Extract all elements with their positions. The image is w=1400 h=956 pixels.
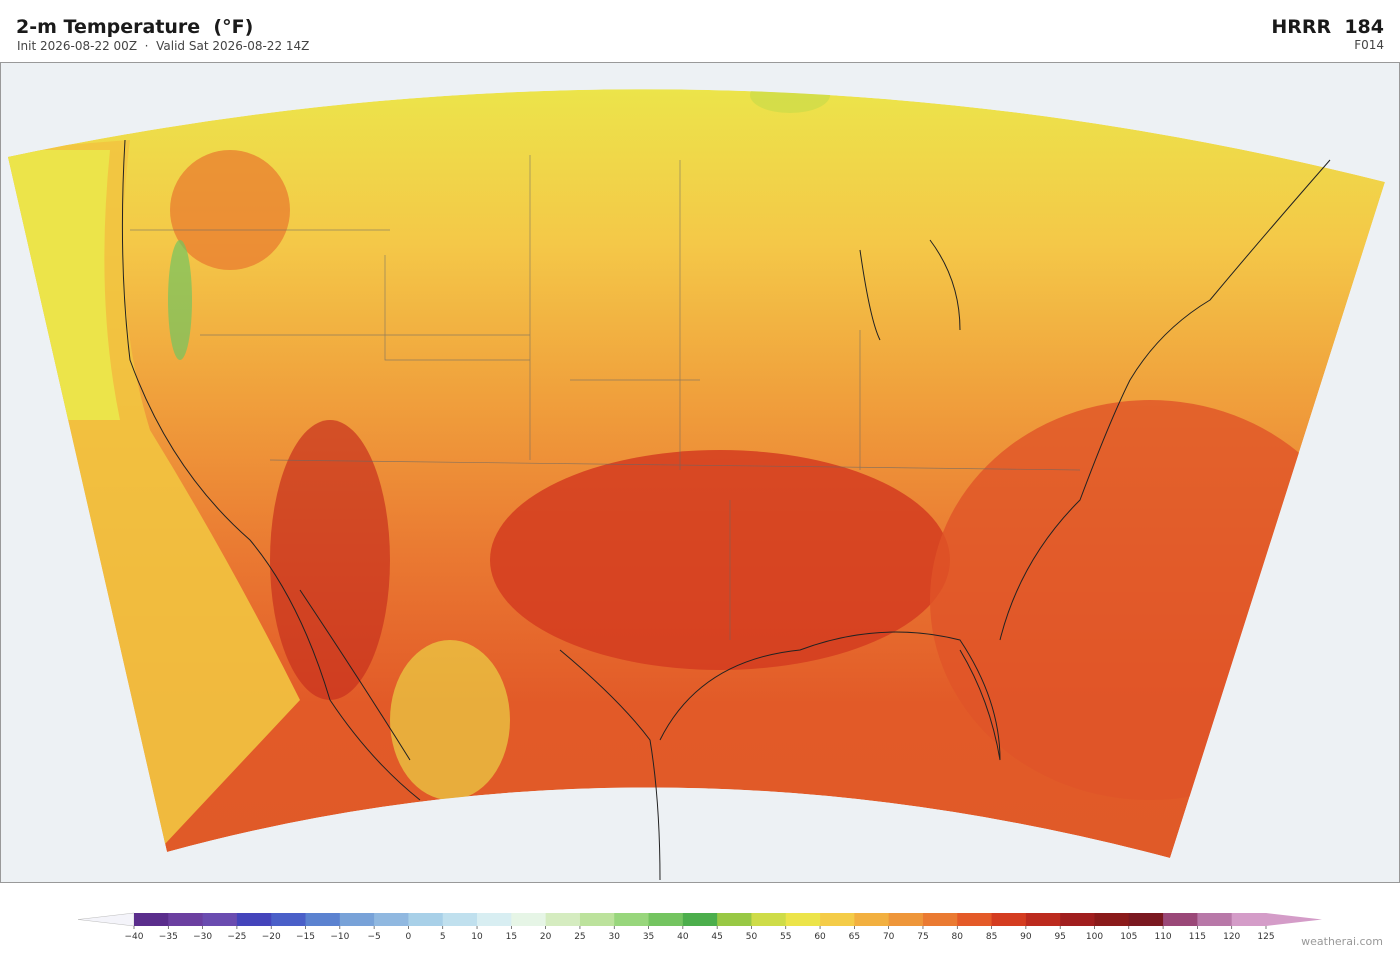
colorbar-segment [1060, 913, 1095, 926]
colorbar-segment [305, 913, 341, 926]
colorbar-over [1266, 913, 1322, 926]
colorbar-segment [1128, 913, 1164, 926]
colorbar-tick-label: 50 [746, 932, 758, 942]
forecast-hour: F014 [1354, 38, 1384, 52]
colorbar-tick-label: 35 [643, 932, 654, 942]
colorbar-tick-label: −35 [159, 932, 178, 942]
colorbar-tick-label: 5 [440, 932, 446, 942]
colorbar-tick-label: 90 [1020, 932, 1032, 942]
colorbar-segment [991, 913, 1027, 926]
colorbar-segment [682, 913, 718, 926]
colorbar-segment [1025, 913, 1061, 926]
colorbar-tick-label: 85 [986, 932, 997, 942]
colorbar-tick-label: 20 [540, 932, 552, 942]
colorbar-tick-label: −10 [330, 932, 349, 942]
colorbar-segment [854, 913, 890, 926]
colorbar-tick-label: 0 [406, 932, 412, 942]
colorbar-tick-label: 80 [952, 932, 964, 942]
colorbar-segment [168, 913, 204, 926]
colorbar-segment [408, 913, 444, 926]
state-borders [130, 155, 1081, 640]
colorbar-tick-label: 110 [1154, 932, 1171, 942]
colorbar-tick-label: 40 [677, 932, 689, 942]
colorbar-tick-label: 105 [1120, 932, 1137, 942]
colorbar-segment [134, 913, 169, 926]
colorbar-tick-label: −25 [227, 932, 246, 942]
colorbar-segment [717, 913, 752, 926]
colorbar-segment [579, 913, 615, 926]
colorbar-segment [442, 913, 478, 926]
colorbar-segment [202, 913, 238, 926]
colorbar-segment [545, 913, 581, 926]
colorbar-tick-label: 120 [1223, 932, 1240, 942]
colorbar-segment [1231, 913, 1267, 926]
colorbar-tick-label: −5 [367, 932, 380, 942]
colorbar-tick-label: 55 [780, 932, 791, 942]
colorbar-segment [751, 913, 787, 926]
model: HRRR 184 [1271, 16, 1384, 38]
colorbar-segment [957, 913, 993, 926]
colorbar-segment [374, 913, 409, 926]
colorbar-segment [1197, 913, 1233, 926]
colorbar-segment [922, 913, 958, 926]
colorbar-tick-label: 15 [506, 932, 517, 942]
colorbar-tick-label: 65 [849, 932, 860, 942]
colorbar-segment [785, 913, 821, 926]
colorbar-segment [1163, 913, 1198, 926]
colorbar-tick-label: 75 [917, 932, 928, 942]
colorbar-segment [888, 913, 924, 926]
colorbar-segment [614, 913, 650, 926]
colorbar-tick-label: −20 [262, 932, 281, 942]
colorbar-segment [339, 913, 375, 926]
colorbar-segment [820, 913, 855, 926]
colorbar-tick-label: −30 [193, 932, 212, 942]
subtitle: Init 2026-08-22 00Z · Valid Sat 2026-08-… [17, 39, 310, 53]
colorbar-tick-label: 100 [1086, 932, 1103, 942]
colorbar-segment [477, 913, 512, 926]
colorbar-segment [648, 913, 684, 926]
colorbar-tick-label: 95 [1054, 932, 1065, 942]
colorbar-tick-label: 30 [609, 932, 621, 942]
colorbar-segment [271, 913, 307, 926]
colorbar-tick-label: 25 [574, 932, 585, 942]
colorbar-tick-label: 70 [883, 932, 895, 942]
colorbar-segment [511, 913, 547, 926]
title: 2-m Temperature (°F) [16, 16, 254, 38]
colorbar-under [77, 912, 135, 927]
colorbar-tick-label: −40 [125, 932, 144, 942]
coastlines [121, 139, 1331, 881]
colorbar-tick-label: 115 [1189, 932, 1206, 942]
colorbar-tick-label: 45 [711, 932, 722, 942]
colorbar-tick-label: 125 [1257, 932, 1274, 942]
colorbar-tick-label: 10 [471, 932, 483, 942]
watermark: weatherai.com [1301, 935, 1383, 948]
colorbar-tick-label: 60 [814, 932, 826, 942]
colorbar-tick-label: −15 [296, 932, 315, 942]
colorbar-segment [1094, 913, 1130, 926]
colorbar-segment [236, 913, 272, 926]
